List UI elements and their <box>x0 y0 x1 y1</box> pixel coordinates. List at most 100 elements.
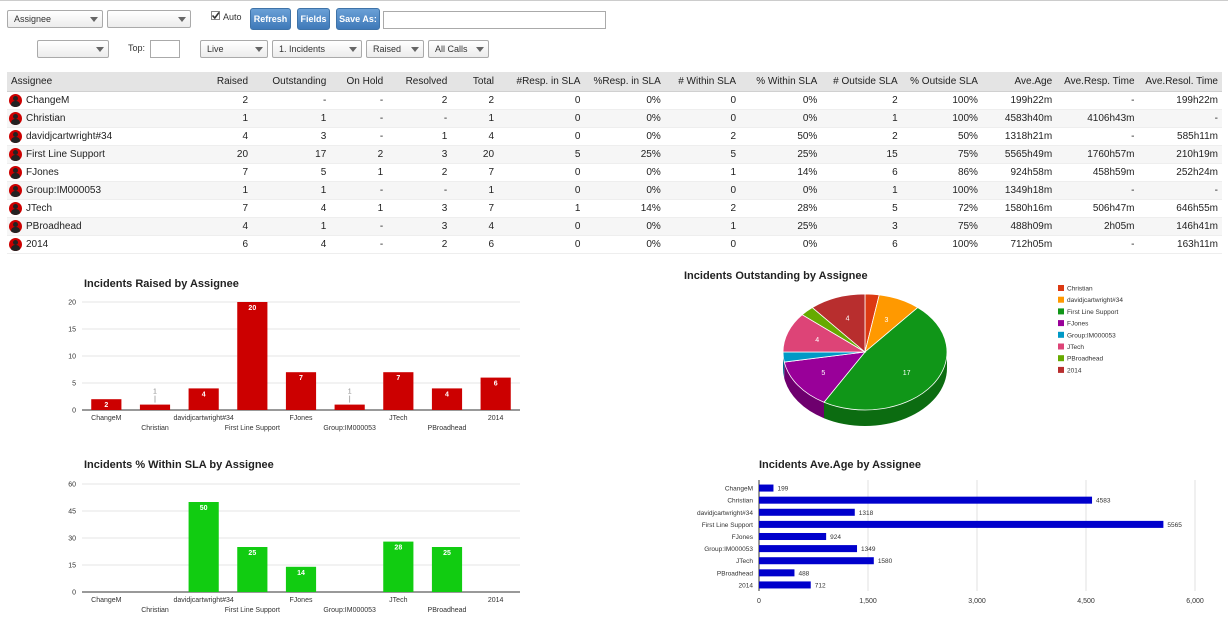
x-tick-label: Christian <box>141 425 169 432</box>
table-cell: - <box>1138 109 1222 128</box>
table-cell: 146h41m <box>1138 217 1222 236</box>
table-cell: 5 <box>498 145 585 164</box>
legend-swatch <box>1058 296 1064 303</box>
chevron-down-icon <box>476 47 484 52</box>
table-cell: 0 <box>498 109 585 128</box>
column-header[interactable]: Outstanding <box>252 72 331 92</box>
bar <box>759 581 811 589</box>
column-header[interactable]: # Within SLA <box>664 72 740 92</box>
refresh-button[interactable]: Refresh <box>250 8 291 30</box>
table-row[interactable]: 2014 6 4-2 6 0 0% 0 0% 6 100% 712h05m -163h11m <box>7 235 1222 254</box>
column-header[interactable]: Ave.Resp. Time <box>1056 72 1139 92</box>
x-tick-label: 1,500 <box>859 598 877 605</box>
assignee-name: Group:IM000053 <box>26 184 102 196</box>
column-header[interactable]: Raised <box>177 72 253 92</box>
column-header[interactable]: Total <box>451 72 499 92</box>
type-select[interactable]: 1. Incidents <box>272 40 362 58</box>
table-cell: 1 <box>821 181 902 200</box>
table-cell: 252h24m <box>1138 163 1222 182</box>
table-header-row: Assignee Raised Outstanding On Hold Resolved… <box>7 72 1222 92</box>
pie-slice-label: 5 <box>821 370 825 377</box>
column-header[interactable]: Ave.Resol. Time <box>1138 72 1222 92</box>
save-as-input[interactable] <box>383 11 606 29</box>
filter-select[interactable] <box>37 40 109 58</box>
calls-select[interactable]: All Calls <box>428 40 489 58</box>
legend-label: PBroadhead <box>1067 356 1104 363</box>
table-row[interactable]: PBroadhead 4 1-3 4 0 0% 1 25% 3 75% 488h09m 2h05m 14… <box>7 217 1222 236</box>
x-tick-label: FJones <box>290 415 313 422</box>
y-tick-label: Group:IM000053 <box>704 546 753 553</box>
fields-button[interactable]: Fields <box>297 8 330 30</box>
y-tick-label: First Line Support <box>702 522 753 529</box>
pie-slice <box>823 307 948 411</box>
table-cell: 20 <box>451 145 499 164</box>
table-cell: 0% <box>740 181 822 200</box>
x-tick-label: PBroadhead <box>428 607 467 614</box>
table-row[interactable]: JTech 7 4 1 3 7 1 14% 2 28% 5 72% 1580h16m 506h47m 646… <box>7 199 1222 218</box>
data-label: 28 <box>394 545 402 552</box>
save-as-button[interactable]: Save As: <box>336 8 380 30</box>
column-header[interactable]: % Outside SLA <box>901 72 982 92</box>
column-header[interactable]: % Within SLA <box>740 72 822 92</box>
table-cell: 1 <box>451 181 499 200</box>
table-cell: 506h47m <box>1056 199 1139 218</box>
assignee-name: Christian <box>26 112 66 124</box>
legend-label: davidjcartwright#34 <box>1067 297 1123 304</box>
table-cell: 86% <box>901 163 982 182</box>
table-cell: 6 <box>821 163 902 182</box>
column-header[interactable]: %Resp. in SLA <box>584 72 665 92</box>
table-row[interactable]: Christian 1 1- -1 0 0% 0 0% 1 100% 4583h40m 4106h43… <box>7 109 1222 128</box>
table-cell: 0 <box>498 91 585 110</box>
legend-swatch <box>1058 320 1064 327</box>
status-select[interactable]: Live <box>200 40 268 58</box>
type-value: 1. Incidents <box>279 44 326 54</box>
bar <box>139 404 171 410</box>
y-tick-label: davidjcartwright#34 <box>697 510 753 517</box>
y-tick-label: 0 <box>72 590 76 597</box>
table-cell: 2 <box>664 199 740 218</box>
x-tick-label: First Line Support <box>225 425 280 432</box>
column-header[interactable]: Resolved <box>387 72 452 92</box>
table-cell: 5 <box>664 145 740 164</box>
date-field-select[interactable]: Raised <box>366 40 424 58</box>
data-label: 1349 <box>861 546 876 553</box>
table-cell: 2 <box>821 91 902 110</box>
y-tick-label: 2014 <box>739 582 754 589</box>
column-header[interactable]: #Resp. in SLA <box>498 72 585 92</box>
table-row[interactable]: First Line Support 20 17 2 3 20 5 25% 5 25% 15 75% 5… <box>7 145 1222 164</box>
table-cell: 2 <box>821 127 902 146</box>
status-value: Live <box>207 44 224 54</box>
legend-label: First Line Support <box>1067 309 1118 316</box>
table-cell: 100% <box>901 235 982 254</box>
table-row[interactable]: FJones 7 5 1 2 7 0 0% 1 14% 6 86% 924h58m 458h59m 252h… <box>7 163 1222 182</box>
y-tick-label: 5 <box>72 381 76 388</box>
assignee-cell: davidjcartwright#34 <box>7 127 178 146</box>
table-row[interactable]: davidjcartwright#34 4 3-1 4 0 0% 2 50% 2 50% 1318h… <box>7 127 1222 146</box>
user-avatar-icon <box>9 201 22 215</box>
column-header[interactable]: Assignee <box>7 72 178 92</box>
table-cell: 585h11m <box>1138 127 1222 146</box>
x-tick-label: davidjcartwright#34 <box>174 597 234 604</box>
table-cell: 3 <box>821 217 902 236</box>
table-cell: 7 <box>451 163 499 182</box>
chart-outstanding-pie: 3 17 5 4 4 Christian davidjcartwright#34 First … <box>782 285 1123 426</box>
x-tick-label: ChangeM <box>91 415 122 422</box>
top-label: Top: <box>128 43 146 53</box>
table-cell: 1 <box>177 109 253 128</box>
auto-checkbox[interactable] <box>211 11 220 20</box>
table-cell: 1580h16m <box>981 199 1057 218</box>
assignee-cell: Christian <box>7 109 178 128</box>
table-row[interactable]: ChangeM 2- -2 2 0 0% 0 0% 2 100% 199h22m -199h22m <box>7 91 1222 110</box>
column-header[interactable]: Ave.Age <box>981 72 1057 92</box>
data-label: 4 <box>445 391 449 398</box>
group-by-2-select[interactable] <box>107 10 191 28</box>
y-tick-label: 30 <box>68 536 76 543</box>
assignee-cell: Group:IM000053 <box>7 181 178 200</box>
column-header[interactable]: On Hold <box>330 72 388 92</box>
table-cell: 2 <box>387 163 452 182</box>
table-row[interactable]: Group:IM000053 1 1- -1 0 0% 0 0% 1 100% 1349h18m - - <box>7 181 1222 200</box>
column-header[interactable]: # Outside SLA <box>821 72 902 92</box>
top-input[interactable] <box>150 40 180 58</box>
chevron-down-icon <box>349 47 357 52</box>
group-by-select[interactable]: Assignee <box>7 10 103 28</box>
